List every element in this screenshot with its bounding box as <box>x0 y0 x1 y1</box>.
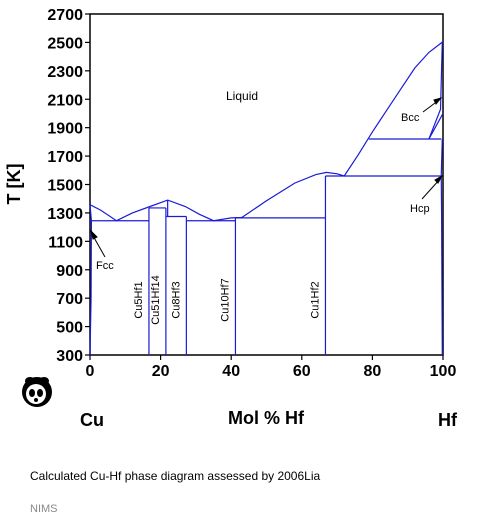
x-axis-ticks: 0 20 40 60 80 100 <box>86 355 457 380</box>
y-tick-label: 900 <box>56 263 83 280</box>
liquidus-curve <box>89 41 444 222</box>
hcp-solvus <box>440 175 443 356</box>
y-tick-label: 700 <box>56 291 83 308</box>
fcc-phase-label: Fcc <box>96 260 114 272</box>
bcc-boundary <box>428 113 444 140</box>
compound-labels: Cu5Hf1 Cu51Hf14 Cu8Hf3 Cu10Hf7 Cu1Hf2 <box>133 275 322 325</box>
y-tick-label: 2100 <box>47 92 83 109</box>
fcc-solvus <box>89 204 93 356</box>
y-tick-label: 500 <box>56 320 83 337</box>
y-tick-label: 1500 <box>47 178 83 195</box>
phase-boundaries <box>89 41 444 356</box>
compound-label: Cu51Hf14 <box>150 275 162 325</box>
compound-label: Cu1Hf2 <box>310 281 322 318</box>
y-tick-label: 2700 <box>47 7 83 24</box>
y-tick-label: 1100 <box>48 234 83 251</box>
compound-label: Cu5Hf1 <box>133 281 145 318</box>
credit-text: NIMS <box>30 503 58 515</box>
y-axis-ticks: 300 500 700 900 1100 1300 1500 1700 1900 2100 2300… <box>47 7 90 365</box>
x-tick-label: 100 <box>430 363 457 380</box>
annotation-arrows <box>90 97 444 258</box>
hcp-boundary <box>440 139 443 176</box>
phase-diagram: 300 500 700 900 1100 1300 1500 1700 1900 2100 2300… <box>4 7 458 430</box>
figure-caption: Calculated Cu-Hf phase diagram assessed … <box>30 469 321 483</box>
x-axis-label: Mol % Hf <box>228 408 305 428</box>
compound-label: Cu8Hf3 <box>170 281 182 318</box>
liquid-region-label: Liquid <box>226 89 258 103</box>
left-element-label: Cu <box>80 410 104 430</box>
y-tick-label: 1300 <box>47 206 83 223</box>
x-tick-label: 40 <box>222 363 240 380</box>
x-tick-label: 60 <box>293 363 311 380</box>
y-tick-label: 300 <box>56 348 83 365</box>
right-element-label: Hf <box>438 410 458 430</box>
hcp-phase-label: Hcp <box>410 203 430 215</box>
x-tick-label: 20 <box>152 363 170 380</box>
y-tick-label: 1900 <box>47 121 83 138</box>
bcc-solidus <box>428 41 443 140</box>
x-tick-label: 80 <box>364 363 382 380</box>
y-tick-label: 2500 <box>47 35 83 52</box>
y-axis-label: T [K] <box>4 164 24 205</box>
y-tick-label: 2300 <box>47 64 83 81</box>
bcc-phase-label: Bcc <box>401 112 420 124</box>
y-tick-label: 1700 <box>47 149 83 166</box>
x-tick-label: 0 <box>86 363 95 380</box>
panda-logo-icon <box>22 377 52 407</box>
compound-label: Cu10Hf7 <box>219 278 231 321</box>
